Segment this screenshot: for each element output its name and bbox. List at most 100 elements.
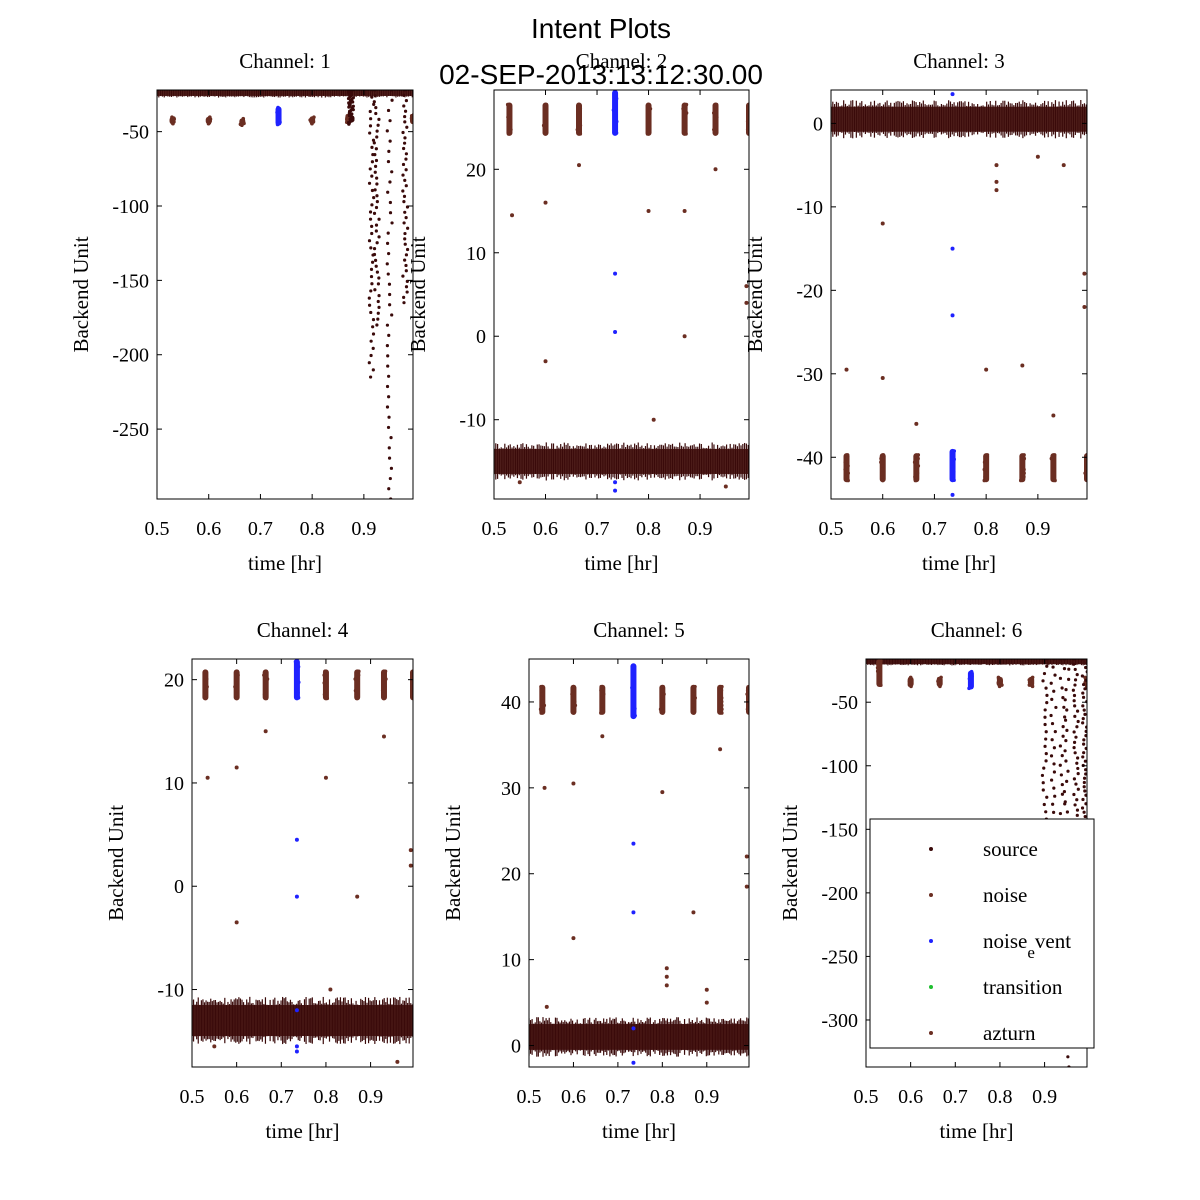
data-point [950,492,955,497]
y-axis-label: Backend Unit [406,236,430,352]
data-point [369,267,374,272]
data-point [646,102,650,107]
data-point [969,669,974,674]
data-point [1042,802,1046,807]
data-point [277,113,282,117]
data-point [600,734,605,739]
data-point [881,453,886,457]
data-point [1076,756,1080,760]
data-point [982,460,987,465]
data-point [1067,677,1071,682]
data-point [387,374,391,378]
data-point [1061,696,1065,700]
data-point [294,1008,299,1013]
data-point [1083,789,1087,793]
data-point [374,106,378,110]
data-point [376,317,380,321]
data-cluster [576,102,582,136]
data-point [539,684,543,689]
data-point [375,241,379,245]
data-point [714,106,718,111]
data-point [205,684,209,689]
data-point [631,1026,636,1031]
data-point [375,129,379,133]
data-point [1073,667,1077,672]
data-point [720,684,724,689]
data-point [510,213,515,218]
data-cluster [746,684,749,715]
data-point [1049,778,1054,782]
data-point [369,353,373,358]
data-point [296,690,300,695]
data-point [235,669,239,674]
data-point [1075,813,1079,817]
data-point [692,707,696,711]
data-point [539,696,544,700]
data-point [633,713,637,718]
data-point [1052,810,1056,814]
data-point [371,346,375,350]
data-point [543,132,548,136]
data-point [385,344,389,348]
data-point [356,673,361,677]
data-point [996,675,1001,680]
x-tick-label: 0.5 [517,1086,542,1108]
data-point [660,688,665,693]
data-point [235,688,240,693]
data-point [1041,679,1045,683]
plot-area [831,92,1087,497]
data-point [402,141,407,145]
data-point [571,684,576,689]
data-cluster [1084,453,1087,483]
data-point [1084,746,1087,751]
axes-frame [493,89,750,500]
data-point [371,332,376,336]
data-point [982,478,987,483]
panel-channel-3: 0.5 0.6 0.7 0.8 0.9 0 -10 -20 -30 -40 Channel: 3 ti… [743,49,1088,575]
legend-item-noise_event: noiseevent [929,929,1071,962]
data-point [233,684,237,689]
legend-marker [929,1031,933,1035]
data-point [235,677,239,681]
data-point [1083,814,1087,819]
data-cluster [681,102,688,136]
data-point [541,123,546,128]
legend-label: transition [983,975,1063,999]
data-point [645,132,650,136]
data-point [212,1044,217,1049]
data-point [347,122,351,126]
data-point [241,116,246,121]
data-point [369,246,373,250]
data-point [1076,787,1080,791]
data-point [1044,730,1048,734]
data-point [1081,755,1085,759]
data-point [1083,675,1087,680]
data-point [294,670,298,674]
y-tick-label: -40 [796,447,823,469]
data-point [1041,788,1045,792]
data-point [373,153,377,157]
data-point [234,765,239,770]
data-point [1043,744,1047,748]
data-point [402,200,406,204]
data-point [1081,682,1086,687]
data-point [1084,678,1087,682]
data-point [1052,770,1057,774]
data-point [631,910,636,915]
panel-channel-6: 0.5 0.6 0.7 0.8 0.9 -50 -100 -150 -200 -250 -300 Ch… [778,618,1088,1143]
data-cluster [233,669,240,701]
x-tick-label: 0.9 [1025,518,1050,540]
y-tick-label: 20 [501,864,521,886]
data-point [723,484,728,489]
data-point [846,464,850,468]
data-point [402,93,406,97]
data-point [1080,674,1084,678]
data-point [985,453,990,457]
data-point [631,692,636,697]
x-tick-label: 0.5 [854,1086,879,1108]
data-point [385,405,390,409]
data-point [1041,781,1045,785]
data-point [408,848,413,853]
data-point [381,692,386,697]
data-point [509,127,513,132]
